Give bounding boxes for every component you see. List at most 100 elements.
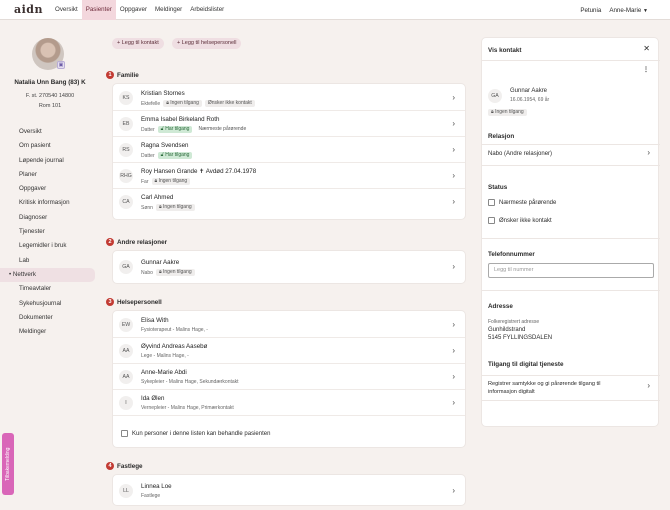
lock-icon: 🔒︎: [158, 204, 162, 210]
status-option-closest-relative[interactable]: Nærmeste pårørende: [488, 199, 556, 206]
no-contact-checkbox[interactable]: [488, 217, 495, 224]
menu-oversikt[interactable]: Oversikt: [19, 128, 42, 135]
top-navigation-bar: aidn Oversikt Pasienter Oppgaver Melding…: [0, 0, 670, 20]
digital-access-row[interactable]: Registrer samtykke og gi pårørende tilga…: [482, 376, 660, 400]
closest-relative-checkbox[interactable]: [488, 199, 495, 206]
access-tag-label: Ingen tilgang: [163, 269, 192, 275]
menu-om-pasient[interactable]: Om pasient: [19, 142, 51, 150]
nav-oversikt[interactable]: Oversikt: [55, 5, 78, 13]
menu-nettverk[interactable]: • Nettverk: [0, 267, 95, 283]
phone-input[interactable]: Legg til nummer: [488, 263, 654, 278]
contact-row[interactable]: EB Emma Isabel Birkeland Roth Datter 🔓︎ …: [113, 111, 465, 137]
contact-name: Roy Hansen Grande: [141, 168, 198, 175]
digital-access-text-1: Registrer samtykke og gi pårørende tilga…: [488, 381, 601, 387]
panel-title: Vis kontakt: [488, 47, 522, 54]
professional-details: Lege - Malins Hage, -: [141, 353, 189, 359]
menu-kritisk-informasjon[interactable]: Kritisk informasjon: [19, 199, 70, 207]
relation-tag: Nærmeste pårørende: [198, 126, 247, 132]
nav-oppgaver[interactable]: Oppgaver: [119, 5, 148, 13]
contact-initials: EB: [119, 117, 133, 131]
app-logo[interactable]: aidn: [14, 3, 43, 16]
user-name: Anne-Marie: [609, 6, 642, 14]
contact-row[interactable]: GA Gunnar Aakre Nabo 🔒︎ Ingen tilgang ›: [113, 254, 465, 280]
contact-details: Ektefelle 🔒︎ Ingen tilgang Ønsker ikke k…: [141, 100, 255, 107]
divider: [482, 144, 660, 145]
section-title: Andre relasjoner: [117, 238, 168, 246]
menu-meldinger[interactable]: Meldinger: [19, 328, 47, 336]
nav-arbeidslister[interactable]: Arbeidslister: [190, 5, 225, 13]
deceased-date: Avdød 27.04.1978: [205, 168, 257, 175]
contact-row[interactable]: RS Ragna Svendsen Datter 🔓︎ Har tilgang …: [113, 137, 465, 163]
relation-selector[interactable]: Nabo (Andre relasjoner) ›: [482, 145, 660, 165]
more-options-icon[interactable]: ⋮: [643, 67, 649, 73]
step-number-badge: 2: [106, 238, 114, 246]
section-helse-header: 3 Helsepersonell: [106, 298, 162, 306]
contact-name: Emma Isabel Birkeland Roth: [141, 116, 220, 123]
nav-pasienter[interactable]: Pasienter: [81, 0, 116, 20]
contact-row[interactable]: LL Linnea Loe Fastlege ›: [113, 478, 465, 504]
menu-timeavtaler[interactable]: Timeavtaler: [19, 285, 52, 293]
status-option-no-contact[interactable]: Ønsker ikke kontakt: [488, 217, 552, 224]
close-icon[interactable]: ✕: [643, 44, 650, 53]
exclusive-treatment-checkbox[interactable]: [121, 430, 128, 437]
chevron-right-icon: ›: [647, 381, 650, 390]
contact-row[interactable]: KS Kristian Stornes Ektefelle 🔒︎ Ingen t…: [113, 85, 465, 111]
org-selector[interactable]: Petunia: [580, 6, 602, 14]
helse-card: EW Elisa With Fysioterapeut - Malins Hag…: [112, 310, 466, 448]
professional-row[interactable]: EW Elisa With Fysioterapeut - Malins Hag…: [113, 312, 465, 338]
divider: [482, 60, 660, 61]
section-title: Familie: [117, 71, 139, 79]
access-tag-label: Ingen tilgang: [170, 100, 199, 106]
unlock-icon: 🔓︎: [160, 126, 164, 132]
address-heading: Adresse: [488, 303, 513, 310]
menu-planer[interactable]: Planer: [19, 170, 37, 178]
menu-sykehusjournal[interactable]: Sykehusjournal: [19, 299, 62, 307]
divider: [482, 165, 660, 166]
patient-name: Natalia Unn Bang (83) K: [14, 79, 86, 86]
relation-heading: Relasjon: [488, 133, 515, 140]
chevron-right-icon: ›: [452, 320, 455, 329]
divider: [482, 238, 660, 239]
menu-dokumenter[interactable]: Dokumenter: [19, 313, 53, 321]
professional-row[interactable]: AA Øyvind Andreas Aasebø Lege - Malins H…: [113, 338, 465, 364]
professional-row[interactable]: I Ida Ølen Vernepleier - Malins Hage, Pr…: [113, 390, 465, 416]
contact-row[interactable]: CA Carl Ahmed Sønn 🔒︎ Ingen tilgang ›: [113, 189, 465, 215]
chevron-right-icon: ›: [452, 486, 455, 495]
professional-details: Fysioterapeut - Malins Hage, -: [141, 327, 208, 333]
wish-tag: Ønsker ikke kontakt: [204, 100, 255, 107]
unlock-icon: 🔓︎: [160, 152, 164, 158]
section-familie-header: 1 Familie: [106, 71, 139, 79]
menu-lopende-journal[interactable]: Løpende journal: [19, 156, 64, 164]
contact-name: Ida Ølen: [141, 395, 165, 402]
access-tag-label: Ingen tilgang: [163, 204, 192, 210]
add-contact-button[interactable]: + Legg til kontakt: [112, 38, 164, 49]
contact-detail-panel: Vis kontakt ✕ ⋮ GA Gunnar Aakre 16.06.19…: [481, 37, 660, 427]
address-label: Folkeregistrert adresse: [488, 319, 540, 325]
chevron-right-icon: ›: [452, 398, 455, 407]
chevron-down-icon: ▼: [643, 7, 648, 14]
status-heading: Status: [488, 184, 508, 191]
active-marker: •: [9, 270, 12, 278]
contact-name: Gunnar Aakre: [141, 259, 180, 266]
section-title: Fastlege: [117, 462, 143, 470]
add-professional-button[interactable]: + Legg til helsepersonell: [172, 38, 242, 49]
feedback-tab[interactable]: Tilbakemelding: [2, 433, 14, 495]
menu-tjenester[interactable]: Tjenester: [19, 228, 45, 236]
step-number-badge: 4: [106, 462, 114, 470]
nav-meldinger[interactable]: Meldinger: [155, 5, 183, 13]
familie-card: KS Kristian Stornes Ektefelle 🔒︎ Ingen t…: [112, 83, 466, 220]
contact-row[interactable]: RHG Roy Hansen Grande ✝ Avdød 27.04.1978…: [113, 163, 465, 189]
contact-name: Anne-Marie Abdi: [141, 369, 187, 376]
professional-row[interactable]: AA Anne-Marie Abdi Sykepleier - Malins H…: [113, 364, 465, 390]
section-title: Helsepersonell: [117, 298, 162, 306]
contact-initials: GA: [488, 89, 502, 103]
info-badge-icon[interactable]: ▣: [57, 61, 65, 69]
contact-name: Kristian Stornes: [141, 90, 185, 97]
user-menu[interactable]: Anne-Marie ▼: [609, 7, 648, 14]
access-tag: 🔓︎ Har tilgang: [157, 126, 193, 133]
menu-legemidler[interactable]: Legemidler i bruk: [19, 242, 67, 250]
menu-lab[interactable]: Lab: [19, 256, 30, 264]
menu-oppgaver[interactable]: Oppgaver: [19, 185, 47, 193]
contact-role: Datter: [141, 126, 155, 133]
menu-diagnoser[interactable]: Diagnoser: [19, 213, 48, 221]
